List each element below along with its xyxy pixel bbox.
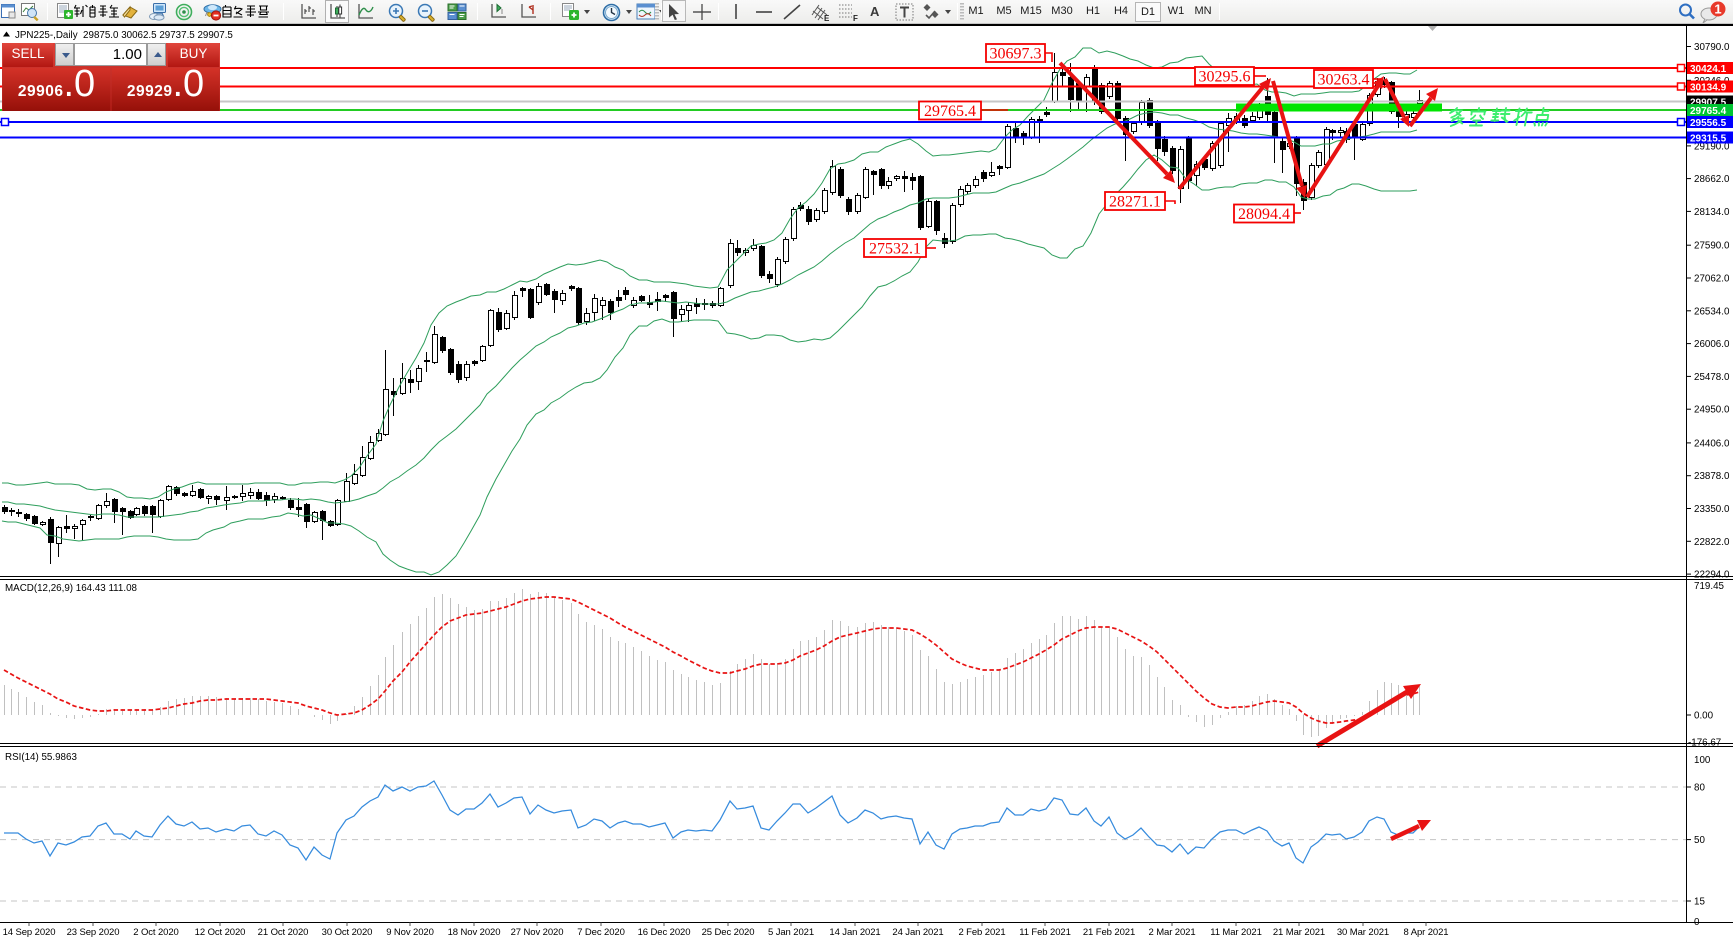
svg-text:29765.4: 29765.4 — [1690, 106, 1727, 117]
svg-text:23878.0: 23878.0 — [1694, 471, 1730, 482]
svg-text:25478.0: 25478.0 — [1694, 372, 1730, 383]
svg-text:14 Sep 2020: 14 Sep 2020 — [3, 927, 56, 938]
svg-text:29556.5: 29556.5 — [1690, 118, 1727, 129]
svg-text:29765.4: 29765.4 — [924, 103, 976, 120]
svg-text:23350.0: 23350.0 — [1694, 504, 1730, 515]
svg-text:E: E — [824, 14, 830, 23]
svg-text:21 Mar 2021: 21 Mar 2021 — [1273, 927, 1325, 938]
svg-text:16 Dec 2020: 16 Dec 2020 — [638, 927, 691, 938]
svg-text:27590.0: 27590.0 — [1694, 241, 1730, 252]
svg-text:15: 15 — [1694, 897, 1705, 908]
svg-text:30295.6: 30295.6 — [1199, 69, 1251, 86]
svg-text:11 Feb 2021: 11 Feb 2021 — [1019, 927, 1071, 938]
svg-text:-176.67: -176.67 — [1688, 738, 1721, 749]
svg-text:18 Nov 2020: 18 Nov 2020 — [448, 927, 501, 938]
svg-text:28134.0: 28134.0 — [1694, 207, 1730, 218]
svg-text:5 Jan 2021: 5 Jan 2021 — [768, 927, 814, 938]
svg-text:719.45: 719.45 — [1694, 581, 1725, 592]
svg-text:28662.0: 28662.0 — [1694, 174, 1730, 185]
svg-text:30424.1: 30424.1 — [1690, 64, 1727, 75]
svg-text:0: 0 — [1694, 917, 1700, 928]
svg-text:21 Feb 2021: 21 Feb 2021 — [1083, 927, 1135, 938]
svg-text:28094.4: 28094.4 — [1238, 206, 1290, 223]
svg-text:0.00: 0.00 — [1694, 711, 1714, 722]
svg-text:30697.3: 30697.3 — [990, 46, 1042, 63]
svg-text:11 Mar 2021: 11 Mar 2021 — [1210, 927, 1262, 938]
svg-text:1: 1 — [1714, 2, 1721, 17]
svg-text:21 Oct 2020: 21 Oct 2020 — [258, 927, 309, 938]
svg-text:30 Mar 2021: 30 Mar 2021 — [1337, 927, 1389, 938]
svg-text:22822.0: 22822.0 — [1694, 537, 1730, 548]
svg-text:14 Jan 2021: 14 Jan 2021 — [829, 927, 880, 938]
svg-text:29190.0: 29190.0 — [1694, 141, 1730, 152]
svg-text:100: 100 — [1694, 755, 1711, 766]
svg-text:26534.0: 26534.0 — [1694, 306, 1730, 317]
svg-text:27 Nov 2020: 27 Nov 2020 — [511, 927, 564, 938]
svg-text:2 Mar 2021: 2 Mar 2021 — [1148, 927, 1195, 938]
svg-text:24406.0: 24406.0 — [1694, 438, 1730, 449]
svg-text:29315.5: 29315.5 — [1690, 134, 1727, 145]
svg-text:24950.0: 24950.0 — [1694, 405, 1730, 416]
svg-text:12 Oct 2020: 12 Oct 2020 — [195, 927, 246, 938]
svg-text:27532.1: 27532.1 — [869, 241, 921, 258]
svg-text:24 Jan 2021: 24 Jan 2021 — [892, 927, 943, 938]
svg-text:80: 80 — [1694, 783, 1705, 794]
svg-text:23 Sep 2020: 23 Sep 2020 — [67, 927, 120, 938]
svg-text:50: 50 — [1694, 835, 1705, 846]
svg-text:2 Feb 2021: 2 Feb 2021 — [958, 927, 1005, 938]
svg-text:22294.0: 22294.0 — [1694, 570, 1730, 581]
svg-text:30263.4: 30263.4 — [1318, 72, 1370, 89]
svg-text:26006.0: 26006.0 — [1694, 339, 1730, 350]
svg-text:28271.1: 28271.1 — [1109, 194, 1161, 211]
svg-text:30134.9: 30134.9 — [1690, 83, 1727, 94]
svg-text:30 Oct 2020: 30 Oct 2020 — [322, 927, 373, 938]
svg-text:JPN225-,Daily 29875.0 30062.5: JPN225-,Daily 29875.0 30062.5 29737.5 29… — [15, 30, 233, 41]
svg-text:9 Nov 2020: 9 Nov 2020 — [386, 927, 434, 938]
svg-text:2 Oct 2020: 2 Oct 2020 — [133, 927, 178, 938]
svg-text:8 Apr 2021: 8 Apr 2021 — [1404, 927, 1449, 938]
svg-text:RSI(14) 55.9863: RSI(14) 55.9863 — [5, 752, 77, 763]
svg-text:27062.0: 27062.0 — [1694, 274, 1730, 285]
svg-text:29907.5: 29907.5 — [1690, 98, 1727, 109]
svg-text:MACD(12,26,9) 164.43 111.08: MACD(12,26,9) 164.43 111.08 — [5, 583, 138, 594]
svg-text:F: F — [853, 14, 858, 23]
svg-text:30790.0: 30790.0 — [1694, 42, 1730, 53]
svg-text:7 Dec 2020: 7 Dec 2020 — [577, 927, 625, 938]
svg-text:25 Dec 2020: 25 Dec 2020 — [702, 927, 755, 938]
